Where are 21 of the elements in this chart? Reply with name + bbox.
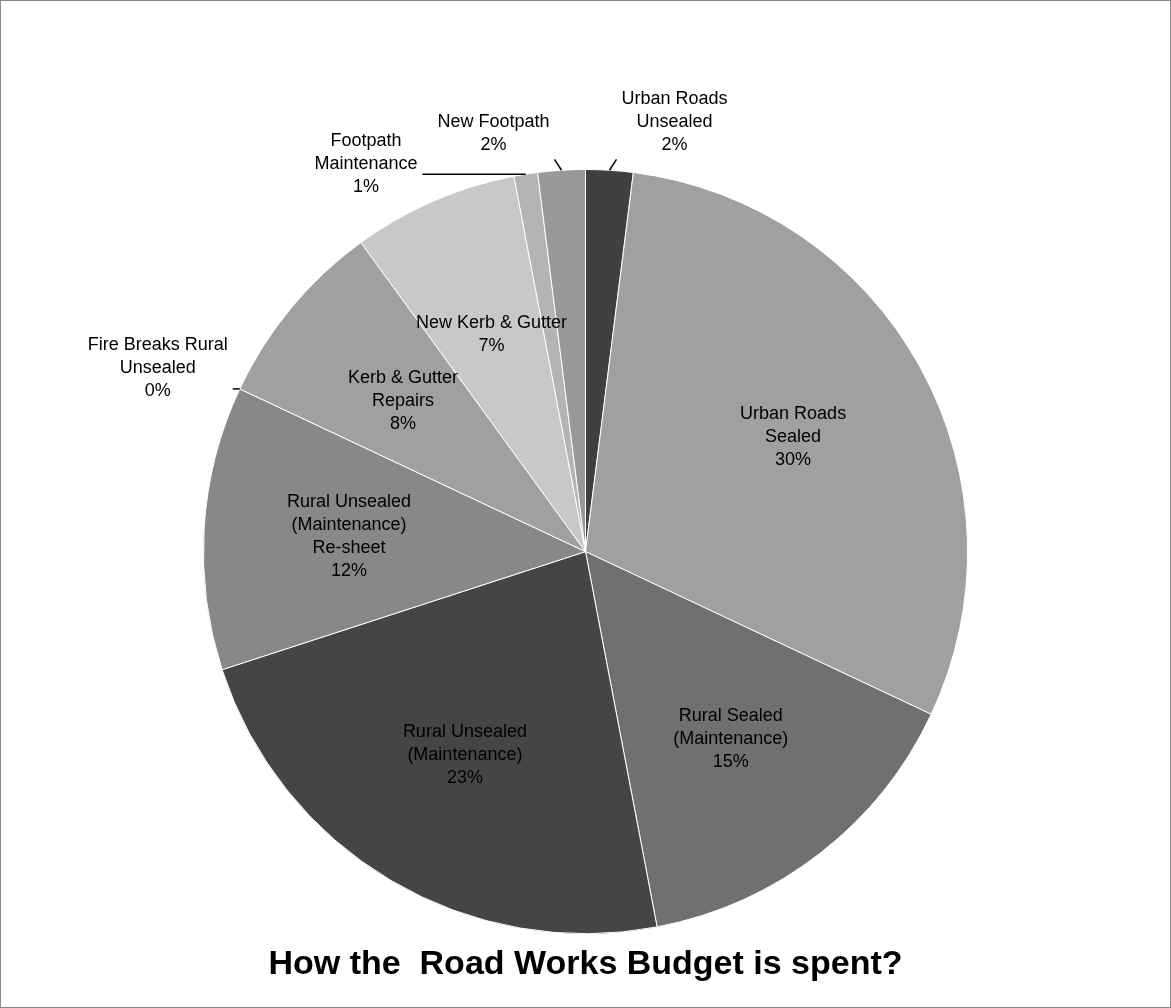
slice-label: Rural Unsealed (Maintenance) <box>402 721 527 765</box>
category-label: Fire Breaks Rural Unsealed <box>87 334 228 378</box>
slice-label: Urban Roads Unsealed <box>621 87 728 131</box>
data-label: 2% <box>480 133 507 154</box>
slice-label: Kerb & Gutter Repairs <box>347 366 458 410</box>
data-label: 7% <box>478 334 505 355</box>
data-label: 30% <box>775 449 812 470</box>
slice-label: Rural Unsealed (Maintenance) Re-sheet <box>287 491 412 558</box>
slice-label: Rural Sealed (Maintenance) <box>673 704 789 748</box>
slice-label: Footpath Maintenance <box>314 129 418 173</box>
text: 0% <box>144 380 171 401</box>
data-label: 23% <box>446 767 483 788</box>
slice-label: New Footpath <box>437 110 550 131</box>
data-label: 12% <box>331 560 368 581</box>
data-label: 1% <box>352 175 379 196</box>
slice-label: New Kerb & Gutter <box>415 311 567 332</box>
data-label: 2% <box>661 133 688 154</box>
text: How the Road Works Budget is spent? <box>268 942 903 981</box>
slice-label: Urban Roads Sealed <box>740 403 847 447</box>
data-label: 15% <box>712 750 749 771</box>
data-label: 8% <box>389 412 416 433</box>
